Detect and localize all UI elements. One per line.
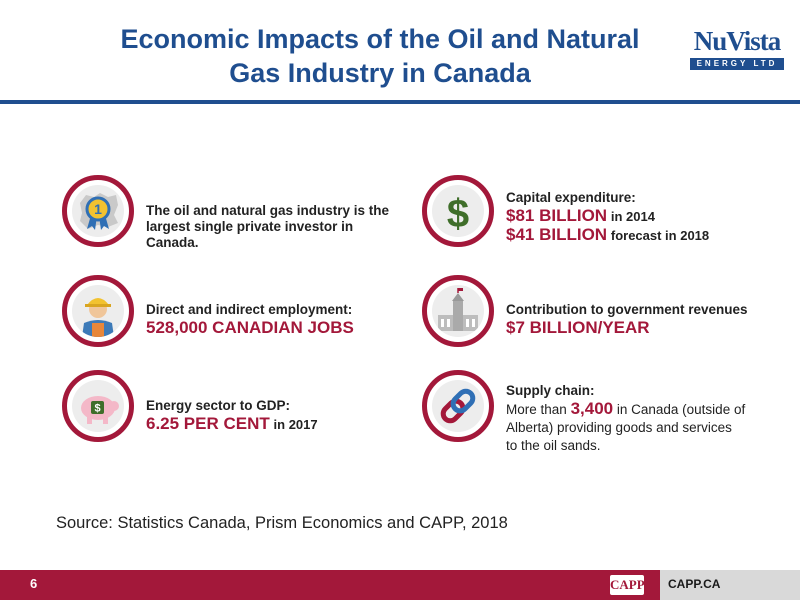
gdp-suffix: in 2017 <box>273 417 318 432</box>
dollar-sign-icon: $ <box>422 175 494 247</box>
title-line-1: Economic Impacts of the Oil and Natural <box>120 24 640 54</box>
piggy-bank-icon: $ <box>62 370 134 442</box>
source-note: Source: Statistics Canada, Prism Economi… <box>56 514 508 532</box>
logo-subtitle: ENERGY LTD <box>690 58 784 70</box>
gdp-label: Energy sector to GDP: <box>146 398 291 413</box>
supply-label: Supply chain: <box>506 383 595 398</box>
page-title: Economic Impacts of the Oil and Natural … <box>90 22 670 90</box>
employment-value: 528,000 CANADIAN JOBS <box>146 318 354 337</box>
supply-value: 3,400 <box>570 399 614 418</box>
footer-bar <box>0 570 660 600</box>
gdp-value: 6.25 PER CENT <box>146 414 270 433</box>
title-line-2: Gas Industry in Canada <box>229 58 531 88</box>
employment-label: Direct and indirect employment: <box>146 302 353 317</box>
worker-icon <box>62 275 134 347</box>
investor-line-1: The oil and natural gas industry is the <box>146 203 390 218</box>
capp-logo: CAPP <box>610 575 645 595</box>
supply-prefix: More than <box>506 402 567 417</box>
title-divider <box>0 100 800 104</box>
footer-url[interactable]: CAPP.CA <box>668 577 721 591</box>
supply-line-2: Alberta) providing goods and services <box>506 420 732 435</box>
footer-url-panel <box>660 570 800 600</box>
logo-word: NuVista <box>693 26 782 56</box>
supply-suffix: in Canada (outside of <box>616 402 746 417</box>
capex-suffix-2018: forecast in 2018 <box>610 228 710 243</box>
revenue-value: $7 BILLION/YEAR <box>506 318 650 337</box>
capex-label: Capital expenditure: <box>506 190 636 205</box>
capex-value-2014: $81 BILLION <box>506 206 608 225</box>
nuvista-logo: NuVista ENERGY LTD <box>688 26 786 76</box>
svg-text:$: $ <box>447 192 469 236</box>
page-number: 6 <box>30 576 38 591</box>
svg-text:1: 1 <box>94 201 102 217</box>
capex-value-2018: $41 BILLION <box>506 225 608 244</box>
chain-link-icon <box>422 370 494 442</box>
supply-line-3: to the oil sands. <box>506 438 601 453</box>
svg-text:$: $ <box>94 403 100 415</box>
capex-suffix-2014: in 2014 <box>610 209 655 224</box>
canada-ribbon-icon: 1 <box>62 175 134 247</box>
investor-line-2: largest single private investor in Canad… <box>146 219 354 250</box>
revenue-label: Contribution to government revenues <box>506 302 748 317</box>
parliament-icon <box>422 275 494 347</box>
